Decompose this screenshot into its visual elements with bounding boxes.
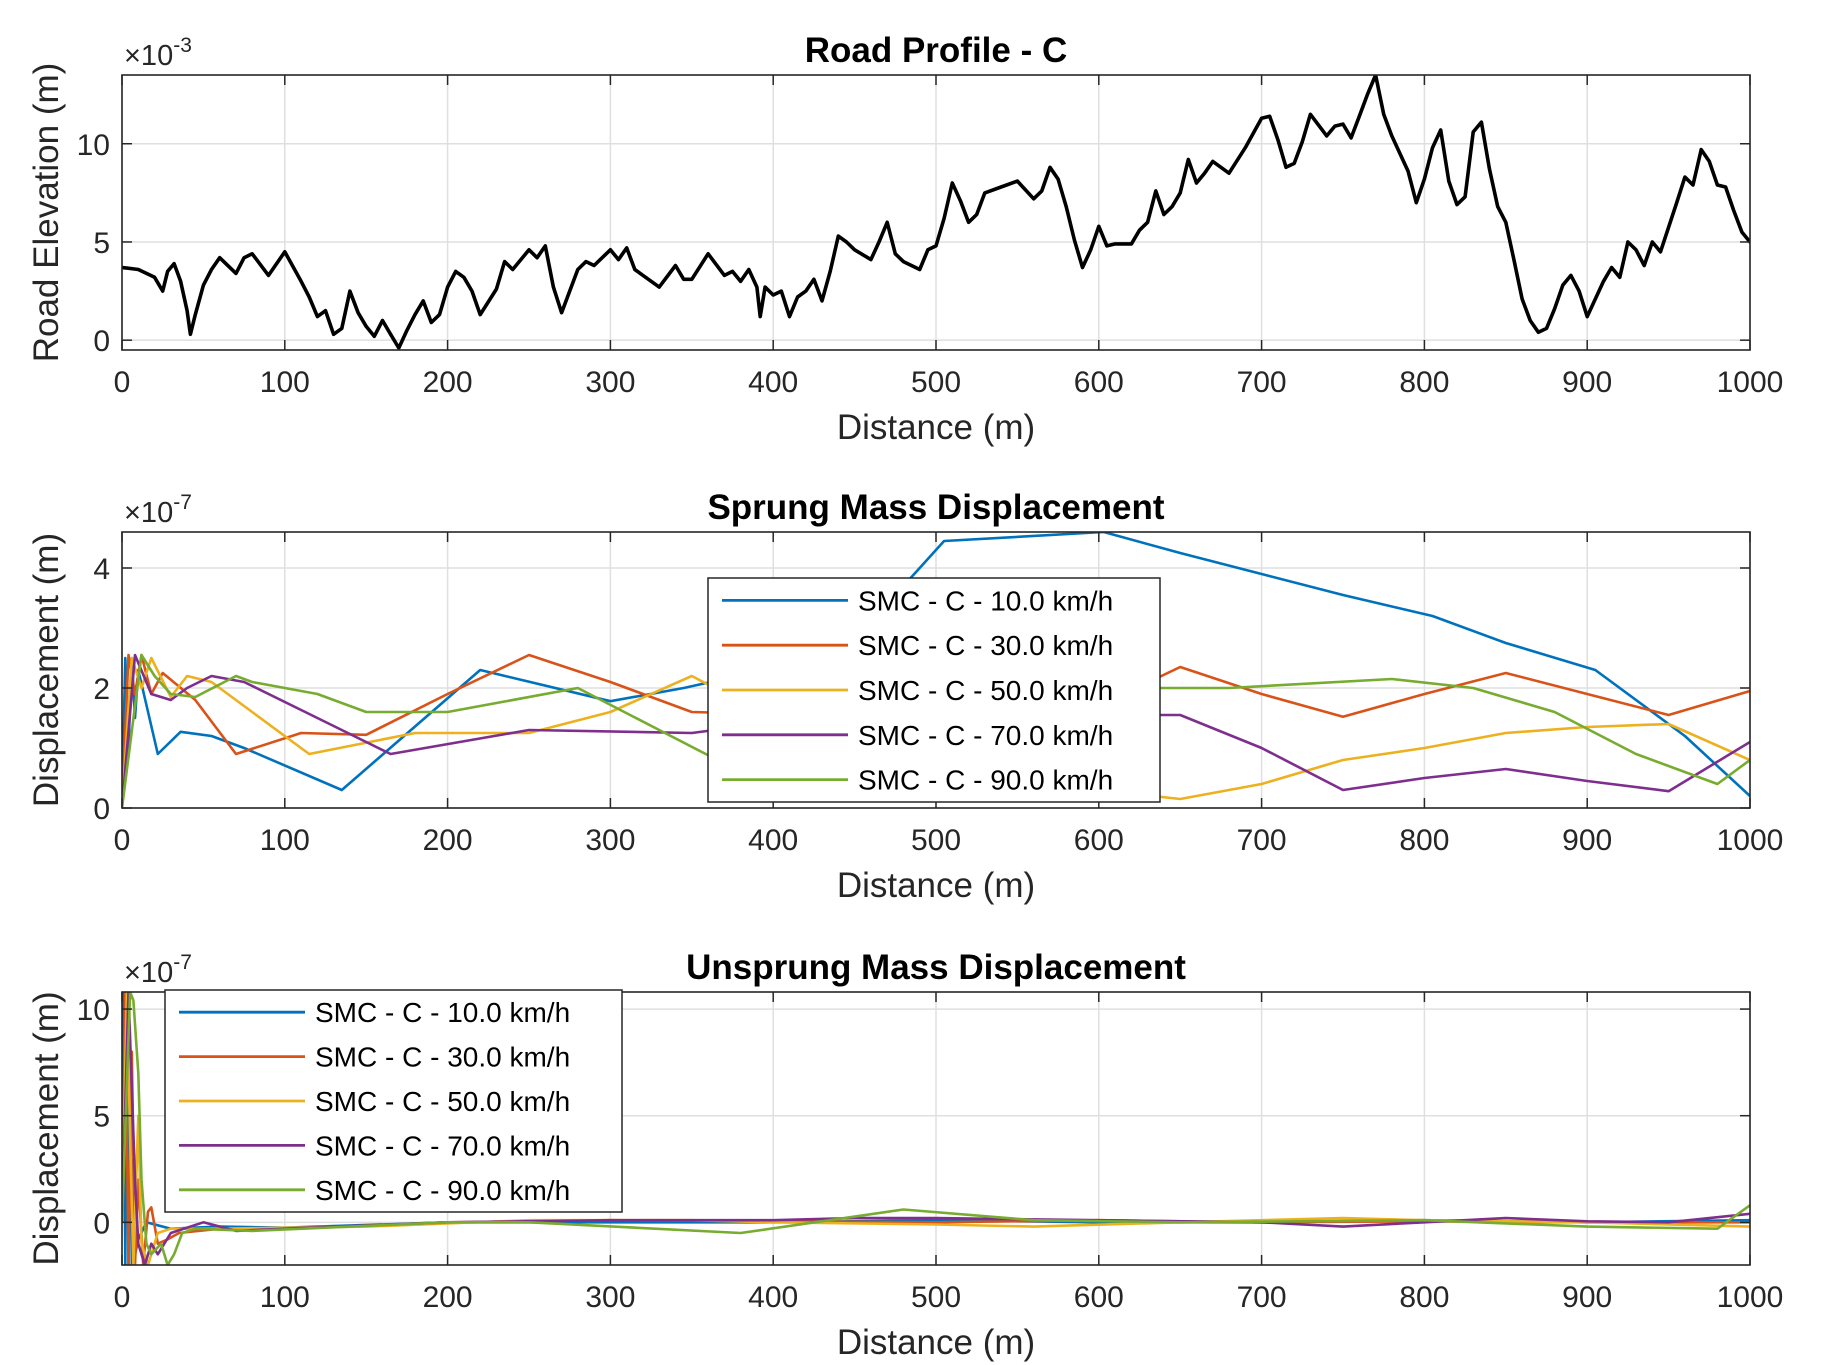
exponent-base: ×10 [124, 497, 173, 529]
x-tick-label: 400 [748, 366, 798, 399]
exponent-base: ×10 [124, 40, 173, 72]
chart-panel-1: 0 100 200 300 400 500 600 700 800 900 1000 0 5 10 ×10-… [27, 31, 1784, 447]
x-axis-label: Distance (m) [837, 866, 1035, 905]
y-axis-label: Displacement (m) [27, 991, 66, 1265]
x-tick-label: 100 [260, 824, 310, 857]
x-axis-label: Distance (m) [837, 408, 1035, 447]
x-tick-label: 400 [748, 824, 798, 857]
x-tick-label: 1000 [1717, 824, 1784, 857]
x-tick-label: 600 [1074, 1281, 1124, 1314]
x-tick-label: 600 [1074, 366, 1124, 399]
x-tick-label: 0 [114, 1281, 131, 1314]
chart-title: Sprung Mass Displacement [707, 488, 1164, 527]
x-tick-label: 900 [1562, 824, 1612, 857]
x-tick-label: 700 [1237, 366, 1287, 399]
chart-title: Unsprung Mass Displacement [686, 948, 1186, 987]
legend-entry: SMC - C - 30.0 km/h [315, 1042, 570, 1073]
legend: SMC - C - 10.0 km/h SMC - C - 30.0 km/h SM… [164, 989, 623, 1213]
x-tick-label: 100 [260, 1281, 310, 1314]
x-tick-label: 300 [585, 824, 635, 857]
y-tick-label: 2 [93, 673, 110, 706]
y-tick-label: 0 [93, 325, 110, 358]
x-tick-label: 200 [423, 824, 473, 857]
x-tick-label: 300 [585, 1281, 635, 1314]
y-tick-label: 10 [77, 129, 110, 162]
x-tick-label: 700 [1237, 824, 1287, 857]
x-tick-label: 500 [911, 1281, 961, 1314]
x-tick-label: 200 [423, 1281, 473, 1314]
x-tick-label: 500 [911, 824, 961, 857]
x-tick-label: 700 [1237, 1281, 1287, 1314]
series-line-5 [122, 992, 1750, 1265]
legend-entry: SMC - C - 90.0 km/h [315, 1175, 570, 1206]
x-tick-label: 1000 [1717, 366, 1784, 399]
exponent-power: -3 [173, 34, 192, 57]
legend-entry: SMC - C - 10.0 km/h [858, 585, 1113, 616]
x-tick-label: 1000 [1717, 1281, 1784, 1314]
legend: SMC - C - 10.0 km/h SMC - C - 30.0 km/h SM… [707, 577, 1161, 803]
x-tick-label: 400 [748, 1281, 798, 1314]
y-axis-label: Displacement (m) [27, 533, 66, 807]
series-group [122, 75, 1750, 350]
y-axis-label: Road Elevation (m) [27, 63, 66, 363]
legend-entry: SMC - C - 50.0 km/h [858, 675, 1113, 706]
legend-entry: SMC - C - 50.0 km/h [315, 1086, 570, 1117]
y-tick-label: 0 [93, 1207, 110, 1240]
y-tick-label: 5 [93, 227, 110, 260]
series-line-1 [122, 75, 1750, 350]
x-tick-label: 0 [114, 366, 131, 399]
series-group [122, 992, 1750, 1265]
x-tick-label: 900 [1562, 366, 1612, 399]
x-tick-label: 0 [114, 824, 131, 857]
legend-entry: SMC - C - 90.0 km/h [858, 765, 1113, 796]
x-tick-label: 500 [911, 366, 961, 399]
y-exponent-label: ×10-7 [124, 491, 192, 529]
legend-entry: SMC - C - 70.0 km/h [315, 1130, 570, 1161]
y-exponent-label: ×10-7 [124, 951, 192, 989]
x-tick-label: 800 [1399, 1281, 1449, 1314]
x-tick-label: 200 [423, 366, 473, 399]
x-tick-label: 800 [1399, 366, 1449, 399]
chart-title: Road Profile - C [805, 31, 1068, 70]
legend-entry: SMC - C - 30.0 km/h [858, 630, 1113, 661]
chart-panel-3: 0 100 200 300 400 500 600 700 800 900 1000 0 5 10 ×10-… [27, 948, 1783, 1362]
panels: 0 100 200 300 400 500 600 700 800 900 10000510×10-… [27, 31, 1784, 1362]
legend-entry: SMC - C - 70.0 km/h [858, 720, 1113, 751]
series-line-5 [122, 653, 1750, 808]
exponent-power: -7 [173, 491, 192, 514]
exponent-base: ×10 [124, 957, 173, 989]
x-tick-label: 800 [1399, 824, 1449, 857]
y-tick-label: 10 [77, 994, 110, 1027]
y-tick-label: 5 [93, 1101, 110, 1134]
exponent-power: -7 [173, 951, 192, 974]
x-tick-label: 300 [585, 366, 635, 399]
y-tick-label: 4 [93, 553, 110, 586]
y-exponent-label: ×10-3 [124, 34, 192, 72]
legend-entry: SMC - C - 10.0 km/h [315, 997, 570, 1028]
x-tick-label: 100 [260, 366, 310, 399]
y-tick-label: 0 [93, 793, 110, 826]
x-axis-label: Distance (m) [837, 1323, 1035, 1362]
x-tick-label: 600 [1074, 824, 1124, 857]
x-tick-label: 900 [1562, 1281, 1612, 1314]
chart-panel-2: 0 100 200 300 400 500 600 700 800 900 1000 0 2 4 ×10-7… [27, 488, 1783, 905]
